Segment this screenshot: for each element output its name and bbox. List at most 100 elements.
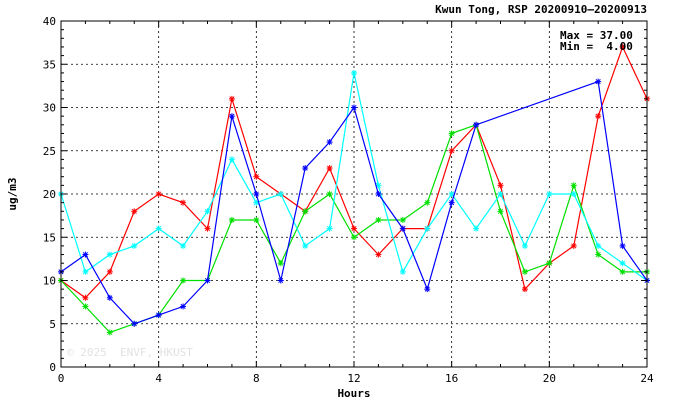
x-axis-label: Hours [337, 387, 370, 400]
y-tick-label: 0 [49, 361, 56, 374]
data-point-stroke [229, 156, 235, 162]
data-point-stroke [424, 226, 430, 232]
data-point [351, 234, 357, 241]
series-group [58, 43, 650, 336]
data-point-stroke [131, 208, 137, 214]
data-point [546, 260, 553, 267]
data-point [570, 191, 577, 197]
data-point [253, 173, 260, 180]
data-point [595, 242, 602, 249]
data-point-stroke [400, 269, 406, 275]
data-point-stroke [375, 251, 381, 258]
data-point [180, 277, 187, 284]
x-tick-label: 24 [640, 372, 654, 385]
data-point-stroke [278, 191, 284, 197]
data-point-stroke [278, 260, 284, 266]
data-point [106, 294, 113, 301]
data-point-stroke [351, 104, 357, 111]
data-point [204, 277, 211, 284]
y-tick-label: 30 [43, 102, 56, 115]
data-point-stroke [449, 200, 455, 206]
data-point [351, 225, 357, 232]
data-point [375, 251, 382, 258]
data-point-stroke [595, 113, 601, 119]
data-point-stroke [424, 200, 430, 206]
data-point [155, 225, 162, 232]
x-tick-label: 20 [543, 372, 556, 385]
data-point [326, 165, 333, 172]
data-point [106, 329, 113, 336]
data-point [375, 216, 382, 223]
data-point [375, 191, 382, 197]
data-point [424, 199, 431, 206]
data-point-stroke [522, 286, 528, 292]
data-point-stroke [327, 191, 333, 197]
data-point-stroke [327, 165, 333, 171]
data-point-stroke [400, 217, 406, 223]
data-point [448, 199, 455, 206]
data-point-stroke [375, 191, 381, 197]
data-point-stroke [351, 70, 357, 76]
data-point-stroke [595, 251, 601, 258]
data-point [302, 165, 309, 172]
data-point-stroke [375, 217, 381, 223]
data-point-stroke [327, 139, 333, 145]
data-point-stroke [253, 191, 259, 197]
data-point [619, 268, 626, 275]
watermark: © 2025 ENVF, HKUST [67, 346, 193, 359]
data-point-stroke [351, 226, 357, 232]
data-point-stroke [82, 251, 88, 258]
data-point [326, 139, 333, 146]
data-point [595, 251, 602, 258]
data-point [448, 130, 455, 137]
data-point-stroke [327, 226, 333, 232]
data-point [82, 251, 89, 258]
data-point [228, 95, 235, 102]
data-point [302, 208, 309, 215]
data-point [180, 242, 187, 249]
data-point-stroke [595, 243, 601, 249]
data-point [155, 191, 162, 197]
data-point [131, 208, 138, 215]
data-point-stroke [229, 96, 235, 102]
data-point-stroke [497, 182, 504, 188]
data-point [277, 191, 284, 197]
data-point [497, 191, 504, 197]
data-point-stroke [82, 269, 88, 275]
data-point [399, 225, 406, 232]
max-annotation: Max = 37.00 [560, 29, 633, 42]
data-point [521, 242, 528, 249]
x-tick-label: 12 [347, 372, 360, 385]
data-point [277, 277, 284, 284]
data-point [399, 268, 406, 275]
data-point [619, 260, 626, 267]
data-point [131, 320, 138, 327]
data-point-stroke [204, 208, 211, 214]
data-point [326, 191, 333, 197]
y-tick-label: 35 [43, 58, 56, 71]
data-point [204, 208, 211, 215]
data-point-stroke [156, 226, 162, 232]
data-point [448, 147, 455, 154]
chart-title: Kwun Tong, RSP 20200910–20200913 [435, 3, 647, 16]
data-point [253, 216, 260, 223]
data-point-stroke [302, 243, 308, 249]
data-point-stroke [204, 277, 211, 284]
data-point-stroke [156, 191, 162, 197]
data-point-stroke [595, 78, 601, 85]
data-point [131, 242, 138, 249]
data-point [521, 268, 528, 275]
data-point [155, 312, 162, 319]
data-point [326, 225, 333, 232]
data-point [204, 225, 211, 232]
data-point [619, 242, 626, 249]
data-point-stroke [497, 191, 504, 197]
y-tick-label: 10 [43, 275, 56, 288]
data-point-stroke [620, 269, 626, 275]
data-point-stroke [546, 191, 552, 197]
data-point [473, 225, 480, 232]
data-point-stroke [522, 269, 528, 275]
data-point [106, 251, 113, 258]
data-point-stroke [449, 148, 455, 154]
